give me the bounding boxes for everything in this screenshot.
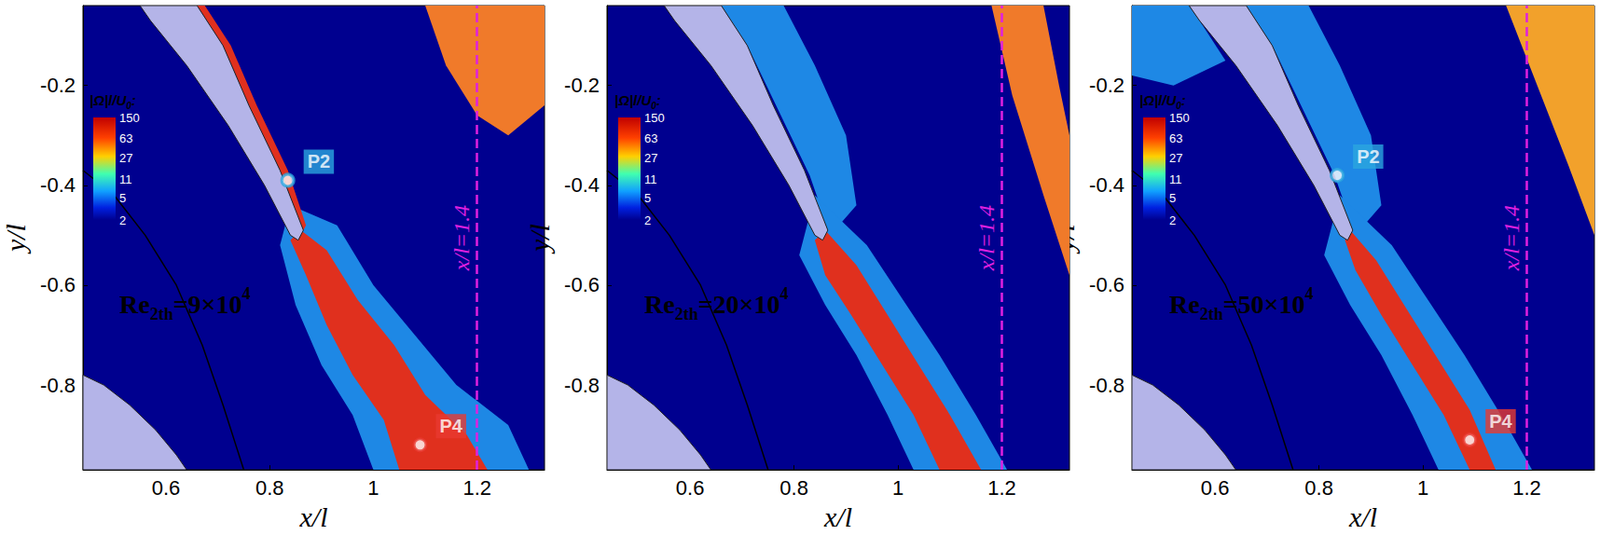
svg-text:11: 11 (1169, 172, 1183, 187)
svg-text:2: 2 (119, 213, 126, 228)
svg-text:0.6: 0.6 (151, 476, 181, 500)
svg-text:x/l=1.4: x/l=1.4 (1499, 205, 1524, 272)
svg-text::: : (1181, 92, 1187, 109)
svg-text:|Ω|l/U: |Ω|l/U (1139, 92, 1177, 109)
svg-text:5: 5 (119, 191, 126, 206)
svg-text:4: 4 (1305, 284, 1314, 304)
svg-text:Re: Re (644, 289, 676, 319)
svg-text:150: 150 (644, 110, 665, 125)
svg-text:0.6: 0.6 (1200, 476, 1230, 500)
svg-text:|Ω|l/U: |Ω|l/U (614, 92, 652, 109)
svg-text:=20×10: =20×10 (698, 289, 781, 319)
svg-text:P2: P2 (1356, 146, 1380, 167)
svg-text:P4: P4 (440, 415, 464, 437)
svg-text:5: 5 (644, 191, 651, 206)
svg-text:0: 0 (651, 100, 657, 111)
svg-text:y/l: y/l (524, 223, 555, 255)
svg-text:-0.8: -0.8 (40, 373, 76, 398)
svg-text:x/l=1.4: x/l=1.4 (449, 205, 474, 272)
svg-text:2th: 2th (675, 304, 699, 324)
svg-text:4: 4 (780, 284, 789, 304)
svg-text::: : (656, 92, 662, 109)
svg-text:=9×10: =9×10 (173, 289, 243, 319)
svg-text:P2: P2 (307, 151, 331, 172)
svg-text:-0.8: -0.8 (564, 373, 600, 398)
svg-text:2: 2 (644, 213, 651, 228)
svg-text:0.8: 0.8 (1304, 476, 1334, 500)
svg-text::: : (131, 92, 137, 109)
svg-text:27: 27 (119, 151, 133, 166)
svg-text:1.2: 1.2 (462, 476, 492, 500)
svg-text:2th: 2th (150, 304, 174, 324)
svg-text:y/l: y/l (0, 223, 31, 255)
svg-text:0: 0 (126, 100, 132, 111)
svg-text:-0.6: -0.6 (40, 273, 76, 297)
svg-text:1.2: 1.2 (987, 476, 1017, 500)
svg-text:-0.4: -0.4 (564, 173, 600, 197)
svg-text:=50×10: =50×10 (1223, 289, 1306, 319)
svg-text:150: 150 (119, 110, 140, 125)
svg-text:-0.2: -0.2 (564, 73, 600, 97)
svg-text:x/l: x/l (1348, 501, 1378, 533)
svg-text:2: 2 (1169, 213, 1176, 228)
svg-text:11: 11 (119, 172, 133, 187)
svg-text:0.8: 0.8 (779, 476, 809, 500)
svg-text:1: 1 (892, 476, 904, 500)
svg-text:-0.6: -0.6 (564, 273, 600, 297)
svg-text:Re: Re (119, 289, 151, 319)
svg-text:1.2: 1.2 (1512, 476, 1542, 500)
svg-text:0: 0 (1176, 100, 1182, 111)
svg-text:2th: 2th (1200, 304, 1224, 324)
svg-text:-0.4: -0.4 (1089, 173, 1125, 197)
svg-text:27: 27 (644, 151, 658, 166)
svg-text:-0.6: -0.6 (1089, 273, 1125, 297)
svg-text:|Ω|l/U: |Ω|l/U (89, 92, 127, 109)
svg-text:63: 63 (644, 131, 658, 146)
svg-text:-0.2: -0.2 (40, 73, 76, 97)
svg-text:63: 63 (1169, 131, 1183, 146)
svg-text:0.8: 0.8 (255, 476, 285, 500)
svg-text:-0.2: -0.2 (1089, 73, 1125, 97)
svg-text:-0.4: -0.4 (40, 173, 76, 197)
svg-text:4: 4 (242, 284, 251, 304)
svg-text:27: 27 (1169, 151, 1183, 166)
svg-text:P4: P4 (1489, 411, 1513, 432)
svg-text:11: 11 (644, 172, 658, 187)
svg-text:5: 5 (1169, 191, 1176, 206)
svg-text:63: 63 (119, 131, 133, 146)
svg-text:1: 1 (1417, 476, 1429, 500)
svg-text:150: 150 (1169, 110, 1190, 125)
svg-text:Re: Re (1169, 289, 1200, 319)
svg-text:y/l: y/l (1048, 223, 1080, 252)
svg-text:-0.8: -0.8 (1089, 373, 1125, 398)
svg-text:0.6: 0.6 (675, 476, 705, 500)
svg-text:x/l: x/l (823, 501, 853, 533)
svg-text:1: 1 (367, 476, 379, 500)
svg-text:x/l=1.4: x/l=1.4 (974, 205, 999, 272)
svg-text:x/l: x/l (299, 501, 329, 533)
